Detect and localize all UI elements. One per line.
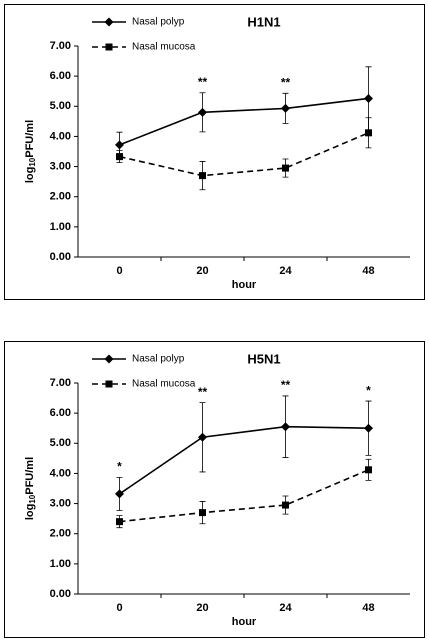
legend-label: Nasal polyp	[132, 17, 185, 28]
significance-label: **	[198, 385, 208, 399]
marker	[282, 164, 289, 172]
marker	[104, 354, 114, 364]
series-line	[119, 469, 369, 523]
marker	[364, 93, 373, 103]
marker	[365, 129, 372, 137]
legend-label: Nasal mucosa	[132, 379, 196, 390]
y-tick-label: 0.00	[50, 251, 71, 263]
marker	[115, 489, 124, 499]
x-tick-label: 20	[196, 602, 208, 614]
marker	[365, 466, 372, 474]
marker	[115, 140, 124, 150]
significance-label: **	[281, 378, 291, 392]
y-axis-label: log10PFU/ml	[24, 457, 37, 520]
y-label-part: log	[24, 504, 36, 521]
y-tick-label: 6.00	[50, 70, 71, 82]
marker	[199, 172, 206, 180]
y-tick-label: 3.00	[50, 160, 71, 172]
marker	[199, 509, 206, 517]
y-tick-label: 7.00	[50, 377, 71, 389]
y-label-sub: 10	[28, 494, 37, 503]
series-line	[119, 97, 369, 146]
x-axis-label: hour	[232, 279, 257, 291]
x-tick-label: 0	[116, 602, 122, 614]
y-tick-label: 2.00	[50, 528, 71, 540]
panel-border	[4, 4, 425, 300]
y-tick-label: 4.00	[50, 130, 71, 142]
legend-label: Nasal mucosa	[132, 42, 196, 53]
significance-label: **	[281, 75, 291, 89]
marker	[198, 432, 207, 442]
significance-label: *	[366, 383, 371, 397]
marker	[105, 380, 113, 388]
marker	[116, 153, 123, 161]
x-tick-label: 48	[362, 602, 374, 614]
series-line	[119, 132, 369, 177]
legend-label: Nasal polyp	[132, 354, 185, 365]
marker	[281, 103, 290, 113]
y-label-sub: 10	[28, 157, 37, 166]
y-tick-label: 2.00	[50, 191, 71, 203]
y-tick-label: 7.00	[50, 40, 71, 52]
marker	[282, 501, 289, 509]
significance-label: **	[198, 75, 208, 89]
marker	[104, 17, 114, 27]
significance-label: *	[117, 460, 122, 474]
marker	[364, 423, 373, 433]
y-tick-label: 1.00	[50, 221, 71, 233]
y-tick-label: 6.00	[50, 407, 71, 419]
y-tick-label: 4.00	[50, 467, 71, 479]
chart-title: H5N1	[247, 351, 280, 366]
marker	[281, 422, 290, 432]
x-tick-label: 48	[362, 265, 374, 277]
y-label-part: PFU/ml	[24, 120, 36, 158]
y-axis-label: log10PFU/ml	[24, 120, 37, 183]
y-tick-label: 0.00	[50, 588, 71, 600]
x-tick-label: 24	[279, 265, 292, 277]
series-line	[119, 425, 369, 495]
y-label-part: PFU/ml	[24, 457, 36, 495]
y-label-part: log	[24, 167, 36, 184]
x-tick-label: 20	[196, 265, 208, 277]
chart-title: H1N1	[247, 14, 280, 29]
x-tick-label: 0	[116, 265, 122, 277]
y-tick-label: 1.00	[50, 558, 71, 570]
panel-border	[4, 341, 425, 638]
x-axis-label: hour	[232, 616, 257, 628]
y-tick-label: 5.00	[50, 100, 71, 112]
marker	[105, 43, 113, 51]
y-tick-label: 5.00	[50, 437, 71, 449]
x-tick-label: 24	[279, 602, 292, 614]
y-tick-label: 3.00	[50, 497, 71, 509]
marker	[198, 107, 207, 117]
marker	[116, 518, 123, 526]
